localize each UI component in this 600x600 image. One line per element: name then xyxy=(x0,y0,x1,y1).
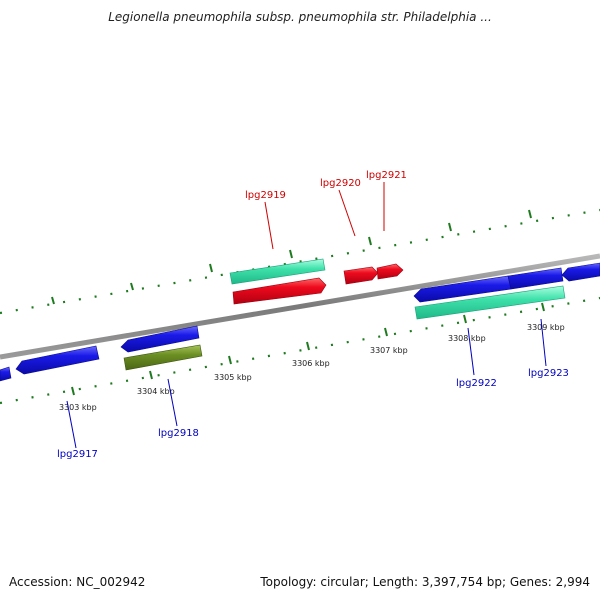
gene-lpg2919-arrow[interactable] xyxy=(232,277,327,305)
major-tick xyxy=(541,302,545,312)
gene-lpg2921-arrow[interactable] xyxy=(376,263,404,280)
tick-label: 3309 kbp xyxy=(527,323,565,332)
gene-feature-reverse[interactable] xyxy=(413,275,512,303)
reverse-gene-labels: lpg2917 lpg2918 lpg2922 lpg2923 xyxy=(57,318,569,460)
minor-ticks-lower xyxy=(0,296,600,405)
forward-gene-labels: lpg2919 lpg2920 lpg2921 xyxy=(245,170,407,250)
major-tick xyxy=(306,341,310,351)
gene-label-lpg2919[interactable]: lpg2919 xyxy=(245,190,286,201)
tick-label: 3308 kbp xyxy=(448,334,486,343)
major-tick xyxy=(149,370,153,380)
major-tick xyxy=(228,355,232,365)
gene-label-lpg2922[interactable]: lpg2922 xyxy=(456,378,497,389)
gene-lpg2917-arrow[interactable] xyxy=(15,345,100,375)
genome-title: Legionella pneumophila subsp. pneumophil… xyxy=(108,10,492,24)
gene-lpg2918-feature[interactable] xyxy=(123,344,203,371)
major-tick xyxy=(384,327,388,337)
leader-line xyxy=(167,378,178,427)
gene-label-lpg2917[interactable]: lpg2917 xyxy=(57,449,98,460)
accession-label: Accession: NC_002942 xyxy=(9,575,146,589)
leader-line xyxy=(338,189,356,237)
gene-label-lpg2918[interactable]: lpg2918 xyxy=(158,428,199,439)
genome-backbone xyxy=(0,253,600,360)
major-tick xyxy=(448,222,452,232)
forward-strand-features xyxy=(229,258,404,305)
gene-feature-rna[interactable] xyxy=(414,285,566,320)
gene-feature-reverse[interactable] xyxy=(561,262,600,282)
leader-line xyxy=(66,400,77,449)
gene-feature-rna[interactable] xyxy=(229,258,326,285)
gene-label-lpg2923[interactable]: lpg2923 xyxy=(528,368,569,379)
minor-ticks-upper xyxy=(0,208,600,315)
leader-line xyxy=(467,327,475,376)
major-tick xyxy=(463,314,467,324)
tick-label: 3305 kbp xyxy=(214,373,252,382)
leader-line xyxy=(264,201,274,250)
major-tick xyxy=(528,209,532,219)
tick-label: 3304 kbp xyxy=(137,387,175,396)
gene-feature-reverse[interactable] xyxy=(507,267,564,290)
gene-lpg2920-arrow[interactable] xyxy=(343,266,379,285)
leader-line xyxy=(540,318,547,367)
tick-track-lower xyxy=(0,296,600,405)
tick-label: 3307 kbp xyxy=(370,346,408,355)
gene-feature-reverse[interactable] xyxy=(0,366,12,382)
gene-label-lpg2921[interactable]: lpg2921 xyxy=(366,170,407,181)
major-tick xyxy=(368,236,372,246)
gene-feature-reverse[interactable] xyxy=(120,325,200,353)
major-tick xyxy=(51,296,55,305)
tick-label: 3303 kbp xyxy=(59,403,97,412)
tick-label: 3306 kbp xyxy=(292,359,330,368)
gene-label-lpg2920[interactable]: lpg2920 xyxy=(320,178,361,189)
genome-summary: Topology: circular; Length: 3,397,754 bp… xyxy=(260,575,590,589)
major-tick xyxy=(289,249,293,259)
tick-track-upper xyxy=(0,208,600,315)
major-tick xyxy=(71,386,75,396)
major-tick xyxy=(130,282,134,291)
reverse-strand-features xyxy=(0,262,600,382)
tick-labels: 3303 kbp 3304 kbp 3305 kbp 3306 kbp 3307… xyxy=(59,323,565,412)
major-tick xyxy=(209,263,213,273)
